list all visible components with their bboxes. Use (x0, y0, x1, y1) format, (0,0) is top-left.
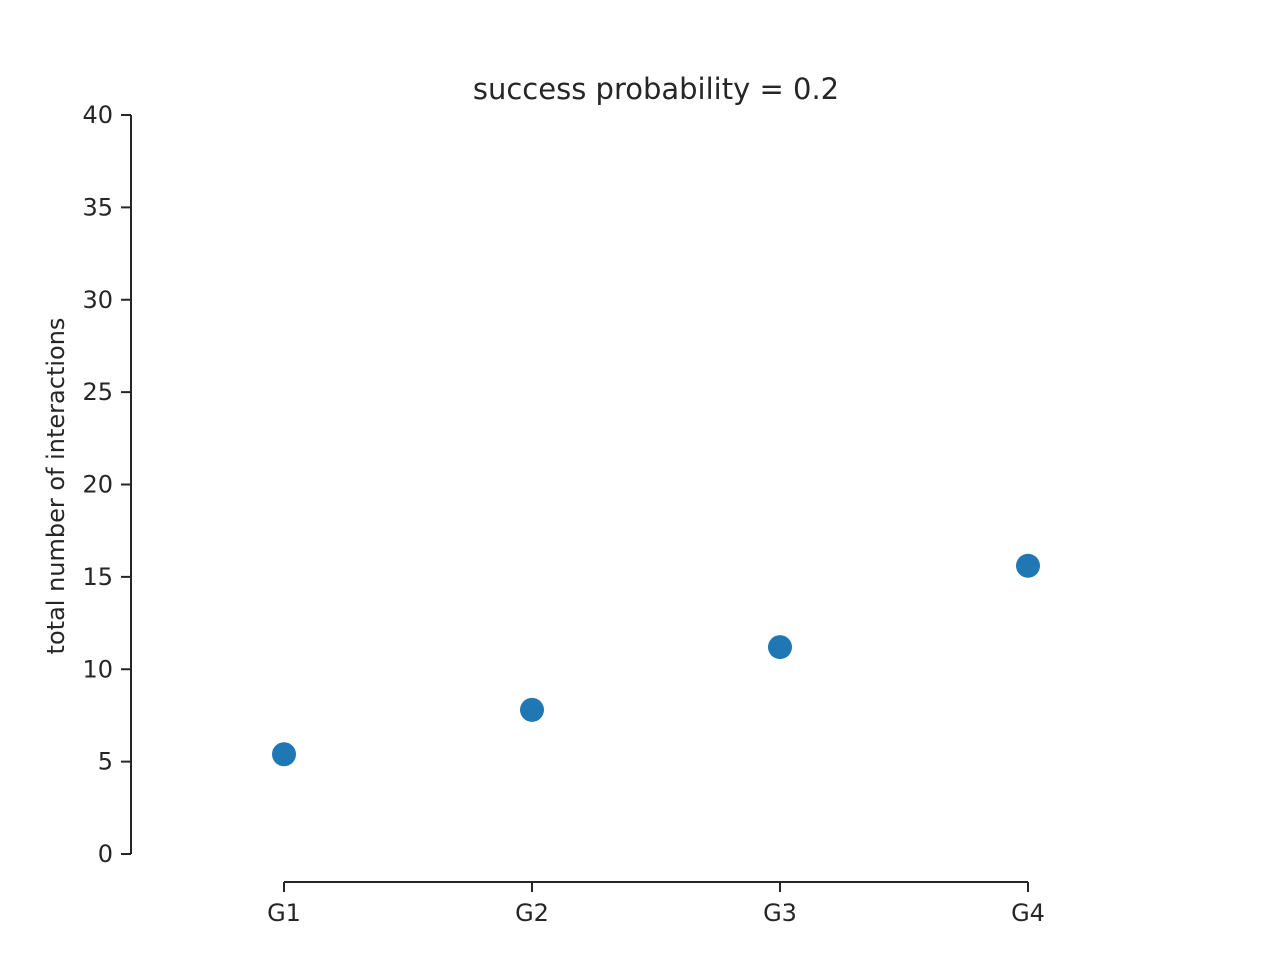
y-axis-label: total number of interactions (42, 318, 70, 655)
x-tick-label: G2 (515, 899, 549, 927)
chart-title: success probability = 0.2 (473, 72, 839, 106)
y-tick-label: 15 (82, 563, 113, 591)
y-tick-label: 5 (98, 748, 113, 776)
data-point-g2 (520, 697, 544, 722)
data-point-g1 (272, 742, 296, 767)
data-point-g3 (768, 635, 792, 660)
y-tick-label: 20 (82, 471, 113, 499)
y-tick-label: 25 (82, 378, 113, 406)
y-tick-label: 35 (82, 193, 113, 221)
data-points (272, 553, 1040, 767)
y-tick-label: 0 (98, 840, 113, 868)
y-tick-label: 30 (82, 286, 113, 314)
data-point-g4 (1016, 553, 1040, 578)
x-tick-label: G1 (267, 899, 301, 927)
x-axis-ticks: G1 G2 G3 G4 (267, 882, 1045, 927)
x-tick-label: G4 (1011, 899, 1045, 927)
x-tick-label: G3 (763, 899, 797, 927)
y-axis-ticks: 0 5 10 15 20 25 30 35 40 (82, 101, 131, 868)
y-tick-label: 40 (82, 101, 113, 129)
y-tick-label: 10 (82, 655, 113, 683)
